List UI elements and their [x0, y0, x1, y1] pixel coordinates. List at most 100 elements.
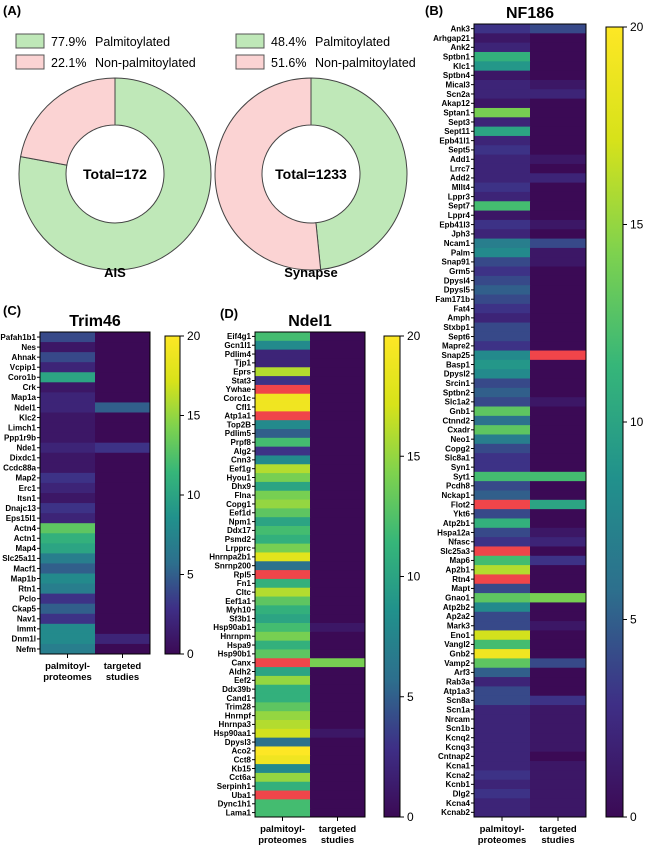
trim46-row-label: Pclo — [19, 594, 36, 603]
ndel1-cell — [255, 631, 311, 642]
nf186-row-label: Kcna4 — [446, 799, 471, 808]
nf186-row-label: Kcna2 — [446, 771, 471, 780]
nf186-cell — [474, 98, 531, 109]
trim46-cell — [40, 503, 96, 514]
nf186-cell — [530, 611, 587, 622]
ndel1-cell — [255, 526, 311, 536]
nf186-cell — [530, 751, 587, 762]
ndel1-row-label: Flna — [235, 491, 252, 500]
ndel1-cell — [310, 517, 366, 527]
trim46-row-label: Nav1 — [17, 615, 37, 624]
ndel1-row-label: Fn1 — [237, 579, 252, 588]
nf186-cell — [530, 509, 587, 519]
ndel1-cell — [255, 437, 311, 448]
nf186-row-label: Gnb1 — [450, 407, 471, 416]
nf186-cell — [474, 387, 531, 398]
nf186-row-label: Fam171b — [435, 295, 470, 304]
nf186-cell — [530, 341, 587, 352]
nf186-row-label: Sept5 — [448, 146, 470, 155]
synapse-legend-swatch-non-palmitoylated — [235, 54, 265, 70]
nf186-cell — [530, 658, 587, 669]
nf186-row-label: Rab3a — [446, 678, 471, 687]
ndel1-row-label: Lama1 — [226, 808, 252, 817]
ndel1-cell — [310, 420, 366, 430]
nf186-cell — [530, 733, 587, 743]
nf186-col-label: studies — [541, 835, 574, 846]
nf186-cell — [530, 275, 587, 286]
ndel1-row-label: Copg1 — [226, 500, 251, 509]
ais-legend: 77.9% Palmitoylated 22.1% Non-palmitoyla… — [15, 33, 196, 70]
ndel1-row-label: Hnrnpf — [225, 711, 252, 720]
ndel1-cell — [255, 446, 311, 456]
nf186-row-label: Nckap1 — [442, 491, 471, 500]
trim46-cell — [95, 633, 151, 645]
nf186-cell — [474, 705, 531, 715]
ndel1-cell — [310, 605, 366, 615]
nf186-row-label: Flot2 — [451, 500, 471, 509]
nf186-cell — [530, 714, 587, 725]
nf186-cell — [530, 378, 587, 389]
nf186-cell — [530, 779, 587, 790]
nf186-cell — [530, 322, 587, 333]
nf186-cell — [474, 238, 531, 249]
trim46-cell — [95, 482, 151, 494]
nf186-cell — [474, 107, 531, 118]
nf186-row-label: Rtn4 — [452, 575, 470, 584]
trim46-cell — [95, 603, 151, 615]
trim46-row-label: Ndel1 — [14, 403, 36, 412]
nf186-cell — [474, 518, 531, 529]
ndel1-row-label: Hyou1 — [227, 473, 252, 482]
ndel1-col-label: palmitoyl- — [260, 824, 305, 835]
trim46-row-label: Nde1 — [16, 444, 36, 453]
ndel1-cell — [255, 658, 311, 668]
trim46-cell — [40, 613, 96, 625]
panel-label-d: (D) — [220, 306, 238, 321]
trim46-cell — [95, 543, 151, 554]
ndel1-col-label: targeted — [319, 824, 357, 835]
nf186-row-label: Dpysl5 — [444, 286, 471, 295]
ndel1-row-label: Ywhae — [226, 385, 252, 394]
ndel1-row-label: Cfl1 — [236, 403, 252, 412]
trim46-row-label: Ccdc88a — [3, 464, 36, 473]
nf186-cell — [530, 313, 587, 324]
nf186-cell — [530, 285, 587, 296]
nf186-cell — [530, 173, 587, 184]
ndel1-row-label: Atp1a1 — [224, 412, 251, 421]
synapse-donut-slice-palmitoylated — [310, 77, 408, 271]
nf186-colorbar-tick-label: 10 — [630, 415, 644, 429]
nf186-cell — [474, 565, 531, 575]
nf186-cell — [530, 107, 587, 118]
nf186-colorbar-tick-label: 15 — [630, 218, 644, 232]
nf186-row-label: Epb41l1 — [439, 136, 470, 145]
ndel1-title: Ndel1 — [288, 313, 332, 330]
trim46-col-label: palmitoyl- — [45, 661, 90, 672]
trim46-row-label: Dixdc1 — [10, 454, 37, 463]
nf186-cell — [474, 219, 531, 230]
nf186-row-label: Cxadr — [447, 426, 470, 435]
nf186-row-label: Lppr4 — [448, 211, 471, 220]
nf186-cell — [530, 471, 587, 482]
ndel1-row-label: Eef1a1 — [225, 597, 251, 606]
nf186-cell — [530, 397, 587, 408]
ndel1-row-label: Cnn3 — [231, 456, 252, 465]
nf186-col-label: palmitoyl- — [480, 824, 525, 835]
ndel1-cell — [310, 358, 366, 368]
nf186-cell — [530, 462, 587, 473]
nf186-cell — [530, 182, 587, 193]
nf186-cell — [474, 397, 531, 408]
nf186-row-label: Kcnb1 — [446, 780, 471, 789]
nf186-row-label: Scn1b — [446, 724, 470, 733]
trim46-cell — [40, 643, 96, 655]
ndel1-row-label: Aco2 — [231, 747, 251, 756]
nf186-row-label: Mapt — [451, 584, 470, 593]
nf186-cell — [530, 602, 587, 613]
trim46-cell — [95, 533, 151, 544]
ndel1-row-label: Dync1h1 — [218, 800, 252, 809]
ndel1-cell — [255, 605, 311, 615]
trim46-cell — [40, 603, 96, 615]
ndel1-cell — [310, 464, 366, 474]
ais-donut-slice-non-palmitoylated — [20, 77, 116, 166]
trim46-cell — [95, 432, 151, 444]
nf186-cell — [474, 742, 531, 753]
nf186-cell — [474, 639, 531, 650]
